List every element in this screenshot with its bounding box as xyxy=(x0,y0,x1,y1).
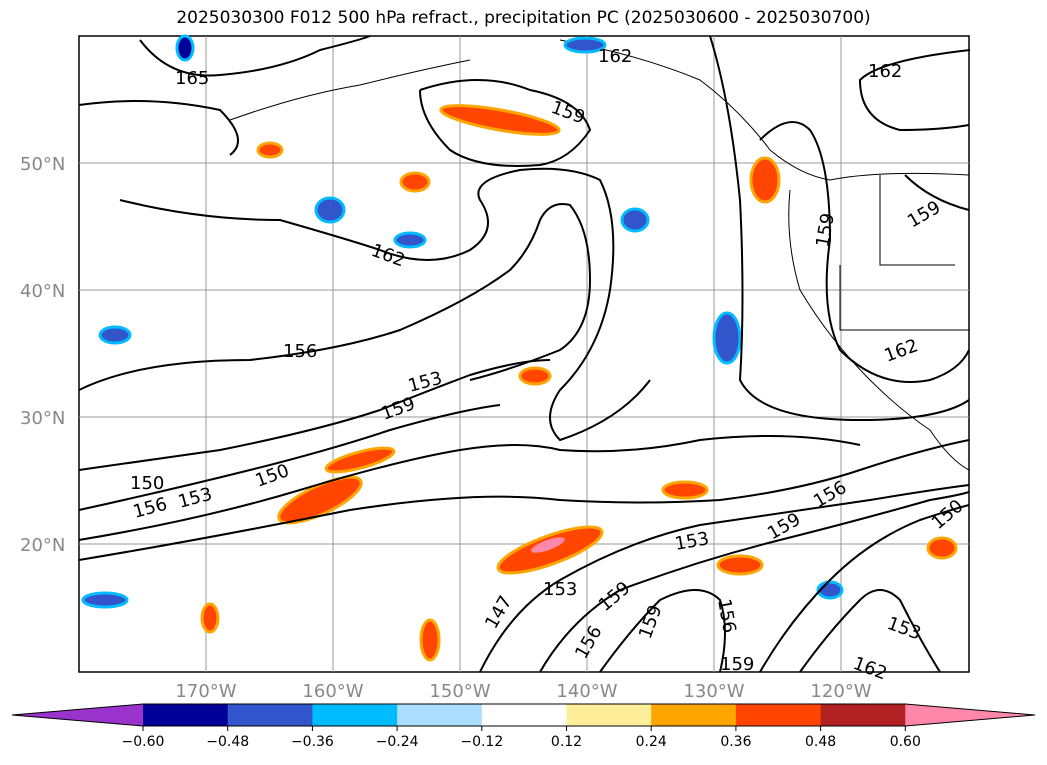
colorbar-segment xyxy=(566,704,652,726)
lon-label: 130°W xyxy=(683,681,744,702)
precip-patch-negative xyxy=(393,231,427,249)
precipitation-shading xyxy=(81,34,958,662)
contour-156b xyxy=(599,589,726,673)
colorbar-segment xyxy=(227,704,313,726)
precip-patch-negative xyxy=(98,325,132,345)
colorbar-segment xyxy=(820,704,906,726)
lat-label: 20°N xyxy=(20,535,65,556)
contour-150 xyxy=(78,404,501,511)
colorbar-segment xyxy=(143,704,229,726)
precip-patch xyxy=(661,480,709,500)
precip-patch-negative xyxy=(314,196,346,224)
precip-patch xyxy=(716,554,764,576)
colorbar-segment xyxy=(481,704,567,726)
contour-159-closed xyxy=(419,79,592,167)
refractivity-contours xyxy=(78,35,971,673)
contour-153b xyxy=(78,439,970,561)
colorbar-segment xyxy=(735,704,822,726)
aleutian-coastline xyxy=(229,59,471,121)
contour-162-main xyxy=(119,167,651,442)
contour-150b xyxy=(78,435,861,541)
colorbar-tick-label: 0.24 xyxy=(636,734,667,750)
precip-patch xyxy=(324,446,396,474)
colorbar-segment xyxy=(312,704,398,726)
coastlines xyxy=(229,39,970,471)
colorbar-tick-label: 0.60 xyxy=(890,734,921,750)
lat-label: 50°N xyxy=(20,154,65,175)
alaska-bc-coastline xyxy=(559,39,970,181)
precip-patch xyxy=(256,141,284,159)
contour-162-ne xyxy=(858,49,971,132)
contour-label: 165 xyxy=(175,68,209,89)
colorbar-tick-label: 0.48 xyxy=(805,734,836,750)
precip-patch xyxy=(200,602,220,634)
precip-patch xyxy=(496,525,604,575)
precip-patch-negative xyxy=(563,36,607,54)
colorbar-segment xyxy=(651,704,737,726)
contour-153c xyxy=(539,491,970,673)
precip-patch-negative xyxy=(175,34,195,62)
colorbar-tick-label: −0.60 xyxy=(122,734,165,750)
colorbar-tick-label: 0.12 xyxy=(551,734,582,750)
colorbar-tick-label: −0.36 xyxy=(291,734,334,750)
precip-patch xyxy=(926,536,958,560)
precip-patch xyxy=(419,618,441,662)
lon-label: 140°W xyxy=(556,681,617,702)
contour-label: 162 xyxy=(868,61,902,82)
colorbar-extend-min xyxy=(12,704,143,726)
state-borders xyxy=(839,175,969,331)
colorbar-tick-label: −0.24 xyxy=(376,734,419,750)
contour-label: 156 xyxy=(283,341,317,362)
lon-label: 120°W xyxy=(810,681,871,702)
precip-patch xyxy=(399,171,431,193)
contour-165 xyxy=(139,35,371,77)
lat-label: 40°N xyxy=(20,281,65,302)
contour-153 xyxy=(78,359,551,471)
precip-patch xyxy=(439,104,561,136)
map-title: 2025030300 F012 500 hPa refract., precip… xyxy=(176,8,871,28)
precip-patch xyxy=(277,475,363,525)
colorbar-extend-max xyxy=(905,704,1035,726)
lon-label: 160°W xyxy=(302,681,363,702)
contour-159-east xyxy=(904,174,970,211)
colorbar-tick-label: −0.48 xyxy=(206,734,249,750)
colorbar-tick-label: −0.12 xyxy=(460,734,503,750)
contour-label: 162 xyxy=(598,46,632,67)
contour-159b xyxy=(759,504,970,673)
longitude-labels: 170°W 160°W 150°W 140°W 130°W 120°W xyxy=(175,681,871,702)
colorbar-segment xyxy=(397,704,483,726)
lon-label: 170°W xyxy=(175,681,236,702)
lat-label: 30°N xyxy=(20,408,65,429)
contour-156c xyxy=(799,589,941,673)
latitude-labels: 50°N 40°N 30°N 20°N xyxy=(20,154,65,556)
contour-label: 150 xyxy=(130,473,164,494)
precip-core xyxy=(530,537,566,553)
contour-label: 159 xyxy=(720,654,754,675)
lon-label: 150°W xyxy=(429,681,490,702)
contour-147 xyxy=(479,484,970,673)
contour-156 xyxy=(78,203,592,391)
colorbar-tick-label: 0.36 xyxy=(720,734,751,750)
contour-165b xyxy=(78,100,239,156)
precip-patch xyxy=(518,366,552,386)
precip-patch-negative xyxy=(620,207,650,233)
precip-patch-negative xyxy=(81,591,129,609)
contour-162-east xyxy=(759,121,970,383)
us-west-coastline xyxy=(788,189,970,471)
precip-patch-negative xyxy=(712,311,742,365)
contour-159c xyxy=(709,35,970,422)
contour-label: 153 xyxy=(543,579,577,600)
precip-patch xyxy=(749,156,781,204)
colorbar: −0.60 −0.48 −0.36 −0.24 −0.12 0.12 0.24 0.36 0.4… xyxy=(11,703,1036,750)
